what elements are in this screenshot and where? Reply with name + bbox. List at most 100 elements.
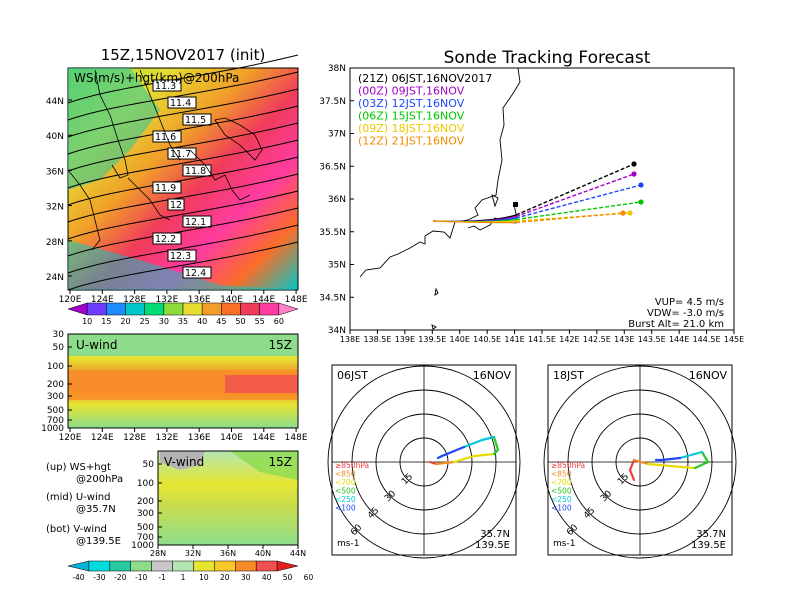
vwind-y-tick-label: 700: [137, 533, 154, 543]
hodograph-ring: [327, 365, 521, 559]
height-contour: [67, 241, 299, 291]
uwind-y-tick-label: 700: [47, 416, 64, 426]
height-contour: [67, 122, 299, 172]
colorbar-cell: [221, 302, 241, 316]
colorbar-cell: [163, 302, 184, 316]
track-landing-point: [631, 171, 637, 177]
uwind-max-band: [225, 375, 298, 393]
contour-label: 12.4: [185, 268, 206, 279]
contour-label-bg: [182, 266, 212, 279]
hodograph-level-label: <700: [551, 478, 572, 487]
uwind-label: U-wind: [76, 338, 117, 352]
uwind-y-tick-label: 30: [53, 330, 65, 340]
colorbar-cell: [125, 302, 145, 316]
hodograph-trace: [678, 450, 704, 460]
uwind-y-tick-label: 100: [47, 362, 64, 372]
colorbar-tick-label: 15: [101, 317, 111, 326]
uwind-x-tick-label: 132E: [155, 433, 178, 443]
vwind-y-tick-label: 300: [137, 509, 154, 519]
weather-map-south-area: [68, 240, 298, 290]
colorbar-tick-label: 30: [159, 317, 169, 326]
lon-tick-label: 140E: [220, 295, 243, 305]
hodograph-ring: [567, 389, 713, 535]
tracking-legend-entry: (09Z) 18JST,16NOV: [358, 122, 465, 135]
tracking-lon-tick-label: 144E: [669, 335, 689, 344]
track-landing-point: [627, 210, 633, 216]
colorbar-tick-label: 35: [178, 317, 188, 326]
panel-notes: (up) WS+hgt @200hPa (mid) U-wind @35.7N …: [46, 462, 123, 547]
tracking-lon-tick-label: 144.5E: [693, 335, 721, 344]
colorbar-tick-label: 20: [120, 317, 130, 326]
wind-colorbar-cell: [109, 560, 131, 572]
tracking-legend-entry: (12Z) 21JST,16NOV: [358, 135, 465, 148]
wind-colorbar-cell: [193, 560, 215, 572]
tracking-lon-tick-label: 138.5E: [363, 335, 391, 344]
colorbar-tick-label: 10: [82, 317, 92, 326]
hodograph-trace: [628, 468, 636, 482]
hodograph-trace: [492, 435, 500, 452]
vwind-y-tick-label: 500: [137, 523, 154, 533]
tracking-vdw: VDW= -3.0 m/s: [647, 308, 724, 319]
tracking-lon-axis: 138E 138.5E 139E 139.5E 140E 140.5E 141E 141.5E…: [340, 330, 744, 344]
uwind-x-tick-label: 128E: [123, 433, 146, 443]
contour-label-bg: [167, 198, 185, 211]
weather-map-lon-axis: 120E 124E 128E 132E 136E 140E 144E 148E: [59, 290, 308, 305]
vwind-x-tick-label: 36N: [220, 549, 236, 558]
weather-map-lat-axis: 44N 40N 36N 32N 28N 24N: [46, 97, 72, 283]
hodograph-level-label: ≥850hPa: [335, 461, 369, 470]
tracking-burst: Burst Alt= 21.0 km: [628, 319, 724, 330]
track-far: [515, 201, 642, 221]
tracking-lat-axis: 38N 37.5N 37N 36.5N 36N 35.5N 35N 34.5N 34N: [319, 64, 354, 336]
track-far: [515, 184, 642, 219]
weather-map-colorbar: 10 15 20 25 30 35 40 45 50 55 60: [67, 302, 299, 326]
uwind-y-tick-label: 50: [53, 343, 65, 353]
hodograph-level-label: <850: [335, 470, 356, 479]
colorbar-cell: [106, 302, 126, 316]
tracking-lon-tick-label: 142.5E: [583, 335, 611, 344]
uwind-x-tick-label: 120E: [59, 433, 82, 443]
lat-tick-label: 44N: [46, 97, 64, 107]
tracking-lon-tick-label: 143.5E: [638, 335, 666, 344]
height-contour: [67, 139, 299, 189]
track-far: [515, 163, 635, 216]
colorbar-cell: [201, 302, 222, 316]
hodograph-level-label: <100: [551, 504, 572, 513]
tracking-lat-tick-label: 36N: [328, 195, 346, 205]
vwind-positive-area: [230, 451, 298, 480]
uwind-x-tick-label: 136E: [188, 433, 211, 443]
uwind-upper-band: [68, 334, 298, 356]
tracking-legend-entry: (06Z) 15JST,16NOV: [358, 110, 465, 123]
hodograph-level-label: <700: [335, 478, 356, 487]
wind-colorbar-tick-label: -10: [135, 573, 147, 582]
hodograph-lat: 35.7N: [696, 529, 726, 540]
height-contour: [67, 190, 299, 240]
uwind-x-tick-label: 144E: [252, 433, 275, 443]
lon-tick-label: 128E: [123, 295, 146, 305]
colorbar-cell: [182, 302, 203, 316]
note-mid-2: @35.7N: [76, 504, 116, 515]
uwind-y-tick-label: 300: [47, 392, 64, 402]
colorbar-tick-label: 45: [216, 317, 226, 326]
hodograph-trace: [480, 435, 496, 442]
vwind-x-tick-label: 40N: [255, 549, 271, 558]
vwind-negative-area: [160, 451, 205, 470]
vwind-y-tick-label: 100: [137, 479, 154, 489]
hodograph-trace: [693, 460, 710, 470]
colorbar-tick-label: 50: [235, 317, 245, 326]
tracking-lon-tick-label: 141E: [504, 335, 524, 344]
hodograph-trace: [660, 456, 682, 462]
contour-label-bg: [152, 79, 182, 92]
tracking-lon-tick-label: 141.5E: [528, 335, 556, 344]
tracking-legend-entry: (21Z) 06JST,16NOV2017: [358, 72, 492, 85]
hodograph-level-label: <500: [551, 487, 572, 496]
height-contour: [67, 88, 299, 138]
colorbar-tick-label: 55: [255, 317, 265, 326]
hodograph-level-label: <250: [335, 495, 356, 504]
colorbar-cell: [259, 302, 280, 316]
wind-colorbar-tick-label: 50: [283, 573, 293, 582]
contour-label: 12.1: [185, 217, 206, 228]
tracking-vup: VUP= 4.5 m/s: [655, 297, 724, 308]
